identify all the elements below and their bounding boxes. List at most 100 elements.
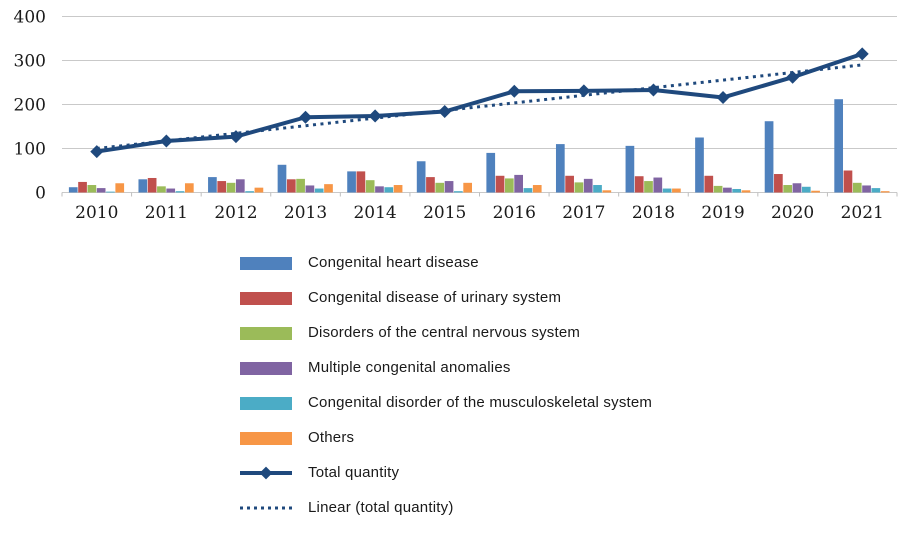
bar-series-3 <box>296 178 305 193</box>
legend-item-series-5: Congenital disorder of the musculoskelet… <box>240 385 652 420</box>
bar-series-4 <box>723 187 732 193</box>
bar-series-6 <box>254 187 264 193</box>
bar-series-3 <box>713 185 723 193</box>
legend-item-series-3: Disorders of the central nervous system <box>240 315 652 350</box>
legend-item-total-quantity: Total quantity <box>240 455 652 490</box>
x-axis-tick-label: 2011 <box>145 203 188 223</box>
bar-series-2 <box>426 177 435 193</box>
y-axis-tick-label: 100 <box>14 140 46 160</box>
bar-series-3 <box>574 182 584 193</box>
bar-series-3 <box>783 185 793 193</box>
bar-series-5 <box>593 185 602 193</box>
bar-series-2 <box>634 176 644 193</box>
legend-item-series-5-label: Congenital disorder of the musculoskelet… <box>308 394 653 411</box>
legend-item-linear-trend-label: Linear (total quantity) <box>308 499 454 516</box>
bar-series-1 <box>138 179 148 193</box>
bar-series-1 <box>347 171 356 193</box>
x-axis-tick-label: 2016 <box>493 203 536 223</box>
total-quantity-marker <box>646 83 660 97</box>
total-quantity-marker <box>90 145 104 159</box>
bar-series-3 <box>852 182 862 193</box>
legend-item-total-quantity-label: Total quantity <box>308 464 400 481</box>
bar-series-2 <box>565 175 574 193</box>
bar-series-5 <box>384 187 394 193</box>
legend-item-series-3-label: Disorders of the central nervous system <box>308 324 581 341</box>
bar-series-2 <box>704 175 714 193</box>
bar-series-6 <box>115 183 125 193</box>
bar-series-4 <box>166 188 176 193</box>
legend-item-series-4-label: Multiple congenital anomalies <box>308 359 511 376</box>
bar-series-6 <box>532 185 542 193</box>
bar-series-1 <box>625 145 635 193</box>
bar-series-2 <box>78 181 87 193</box>
bar-series-2 <box>495 175 505 193</box>
bar-series-4 <box>653 177 663 193</box>
bar-series-6 <box>393 185 403 193</box>
legend-item-series-5-marker <box>240 396 292 410</box>
total-quantity-marker <box>299 110 313 124</box>
legend-item-series-2: Congenital disease of urinary system <box>240 280 652 315</box>
total-quantity-marker <box>438 105 452 119</box>
y-axis-tick-label: 300 <box>14 52 46 72</box>
x-axis-tick-label: 2019 <box>701 203 744 223</box>
legend-item-series-4: Multiple congenital anomalies <box>240 350 652 385</box>
bar-series-2 <box>774 174 783 193</box>
bar-series-2 <box>286 179 296 193</box>
total-quantity-marker <box>229 130 243 144</box>
legend-item-series-1-marker <box>240 256 292 270</box>
bar-series-6 <box>463 182 473 193</box>
bar-series-1 <box>68 187 78 193</box>
bar-series-5 <box>662 188 672 193</box>
x-axis-tick-label: 2020 <box>771 203 814 223</box>
total-quantity-marker <box>159 134 173 148</box>
chart-legend: Congenital heart disease Congenital disea… <box>240 245 652 525</box>
bar-series-5 <box>801 186 811 193</box>
bar-series-1 <box>486 152 496 193</box>
legend-item-series-6-label: Others <box>308 429 355 446</box>
total-quantity-marker <box>507 84 521 98</box>
total-quantity-marker <box>368 109 382 123</box>
y-axis-tick-label: 0 <box>35 184 46 204</box>
x-axis-tick-label: 2014 <box>353 203 396 223</box>
bar-series-4 <box>583 178 593 193</box>
bar-series-1 <box>764 121 774 193</box>
x-axis-tick-label: 2018 <box>632 203 675 223</box>
bar-series-6 <box>184 183 194 193</box>
bar-series-4 <box>235 179 245 193</box>
bar-series-3 <box>157 186 166 193</box>
bar-series-5 <box>245 191 254 193</box>
bar-series-5 <box>454 191 463 193</box>
bar-series-5 <box>314 188 324 193</box>
bar-series-1 <box>555 144 565 193</box>
bar-series-4 <box>792 183 802 193</box>
bar-series-4 <box>514 174 523 193</box>
x-axis-tick-label: 2021 <box>841 203 884 223</box>
bar-series-6 <box>672 188 681 193</box>
legend-item-total-quantity-marker <box>240 466 292 480</box>
bar-series-6 <box>811 190 820 193</box>
total-quantity-line <box>96 52 863 154</box>
legend-item-series-3-marker <box>240 326 292 340</box>
bar-series-4 <box>305 185 315 193</box>
bar-series-3 <box>226 182 236 193</box>
bar-series-2 <box>217 181 227 193</box>
bar-series-4 <box>375 186 384 193</box>
bar-series-2 <box>356 171 366 193</box>
bar-series-2 <box>147 177 157 193</box>
bar-series-4 <box>862 185 871 193</box>
bar-series-4 <box>96 188 106 193</box>
legend-item-linear-trend: Linear (total quantity) <box>240 490 652 525</box>
bar-series-5 <box>732 188 742 193</box>
x-axis-tick-label: 2017 <box>562 203 605 223</box>
bar-series-3 <box>504 178 514 193</box>
total-quantity-marker <box>577 84 591 98</box>
x-axis-tick-label: 2015 <box>423 203 466 223</box>
bar-series-6 <box>324 184 333 193</box>
y-axis-tick-label: 400 <box>14 8 46 28</box>
bar-series-4 <box>444 181 454 193</box>
total-quantity-marker <box>855 47 869 61</box>
bar-series-1 <box>695 137 704 193</box>
legend-item-series-6: Others <box>240 420 652 455</box>
bar-series-6 <box>880 191 890 193</box>
legend-item-series-6-marker <box>240 431 292 445</box>
